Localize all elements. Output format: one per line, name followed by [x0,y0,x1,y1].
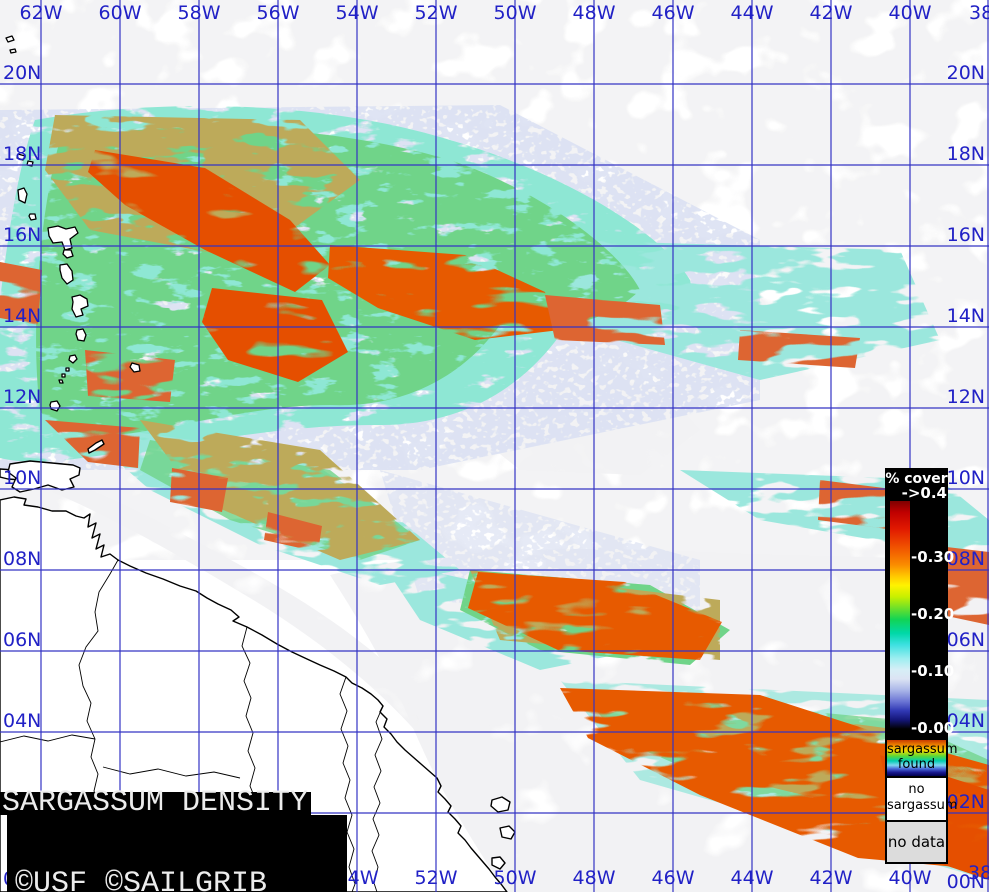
lat-label-left-16N: 16N [3,224,42,246]
lat-label-right-06N: 06N [946,629,985,651]
island-grenada [49,400,61,412]
lat-label-right-00N: 00N [946,871,985,892]
island-st-vincent [68,354,78,364]
lon-label-top-40W: 40W [888,2,932,24]
lat-label-right-20N: 20N [946,62,985,84]
lat-label-right-16N: 16N [946,224,985,246]
lat-label-left-18N: 18N [3,143,42,165]
map-title: SARGASSUM DENSITY [0,788,312,818]
lon-label-top-46W: 46W [651,2,695,24]
map-attribution-box: ©USF ©SAILGRIB VALID: 23-MAR-2026 [7,815,348,892]
colorbar-title: % cover [885,471,948,487]
colorbar-tick-0.2: -0.20 [911,605,955,623]
lat-label-right-14N: 14N [946,305,985,327]
lon-label-top-58W: 58W [177,2,221,24]
lat-label-right-18N: 18N [946,143,985,165]
lon-label-bottom-52W: 52W [414,867,458,889]
lat-label-left-06N: 06N [3,629,42,651]
lon-label-top-56W: 56W [256,2,300,24]
lat-label-left-10N: 10N [3,467,42,489]
island-tobago [87,439,105,454]
colorbar-gradient [890,501,910,729]
lat-label-right-10N: 10N [946,467,985,489]
lon-label-top-38W-clipped: 38 [969,2,989,24]
lat-label-right-02N: 02N [946,791,985,813]
lat-label-right-04N: 04N [946,710,985,732]
legend-sargassum-found: sargassum found [885,738,958,778]
legend-no-sargassum-line2: sargassum [887,798,958,813]
legend-found-line1: sargassum [887,742,958,757]
legend-panel: % cover ->0.4 -0.30 -0.20 -0.10 -0.00 sarga… [885,468,958,864]
island-barbados [129,362,141,373]
island-guadeloupe [47,225,79,251]
lat-label-right-12N: 12N [946,386,985,408]
lat-label-left-14N: 14N [3,305,42,327]
lon-label-top-52W: 52W [414,2,458,24]
colorbar-max-tick: ->0.4 [901,484,947,502]
lon-label-top-62W: 62W [19,2,63,24]
lon-label-top-50W: 50W [493,2,537,24]
lon-label-top-60W: 60W [98,2,142,24]
island-martinique [71,294,89,318]
colorbar-tick-0.1: -0.10 [911,662,955,680]
lon-label-bottom-40W: 40W [888,867,932,889]
colorbar-tick-0: -0.00 [911,719,955,737]
legend-no-data: no data [885,822,948,864]
island-montserrat [28,213,37,221]
legend-no-sargassum-line1: no [908,782,925,797]
lon-label-bottom-48W: 48W [572,867,616,889]
colorbar-tick-0.3: -0.30 [911,548,955,566]
lon-label-bottom-44W: 44W [730,867,774,889]
lon-label-bottom-38W-clipped: 38 [968,862,989,884]
island-st-lucia [75,328,87,342]
lat-label-left-20N: 20N [3,62,42,84]
legend-no-sargassum: no sargassum [885,778,958,822]
island-dominica [59,263,74,285]
lat-label-left-04N: 04N [3,710,42,732]
lesser-antilles-islands [5,35,141,412]
lat-label-left-12N: 12N [3,386,42,408]
colorbar-box: % cover ->0.4 -0.30 -0.20 -0.10 -0.00 [885,468,955,738]
lat-label-left-08N: 08N [3,548,42,570]
legend-found-line2: found [897,757,936,772]
map-copyright: ©USF ©SAILGRIB [15,867,268,892]
lat-label-right-08N: 08N [946,548,985,570]
island-antigua [17,187,28,204]
lon-label-bottom-42W: 42W [809,867,853,889]
lon-label-bottom-46W: 46W [651,867,695,889]
lon-label-top-44W: 44W [730,2,774,24]
lon-label-top-54W: 54W [335,2,379,24]
lon-label-top-42W: 42W [809,2,853,24]
lon-label-top-48W: 48W [572,2,616,24]
amazon-delta-islands [490,796,516,870]
lon-label-bottom-50W: 50W [493,867,537,889]
